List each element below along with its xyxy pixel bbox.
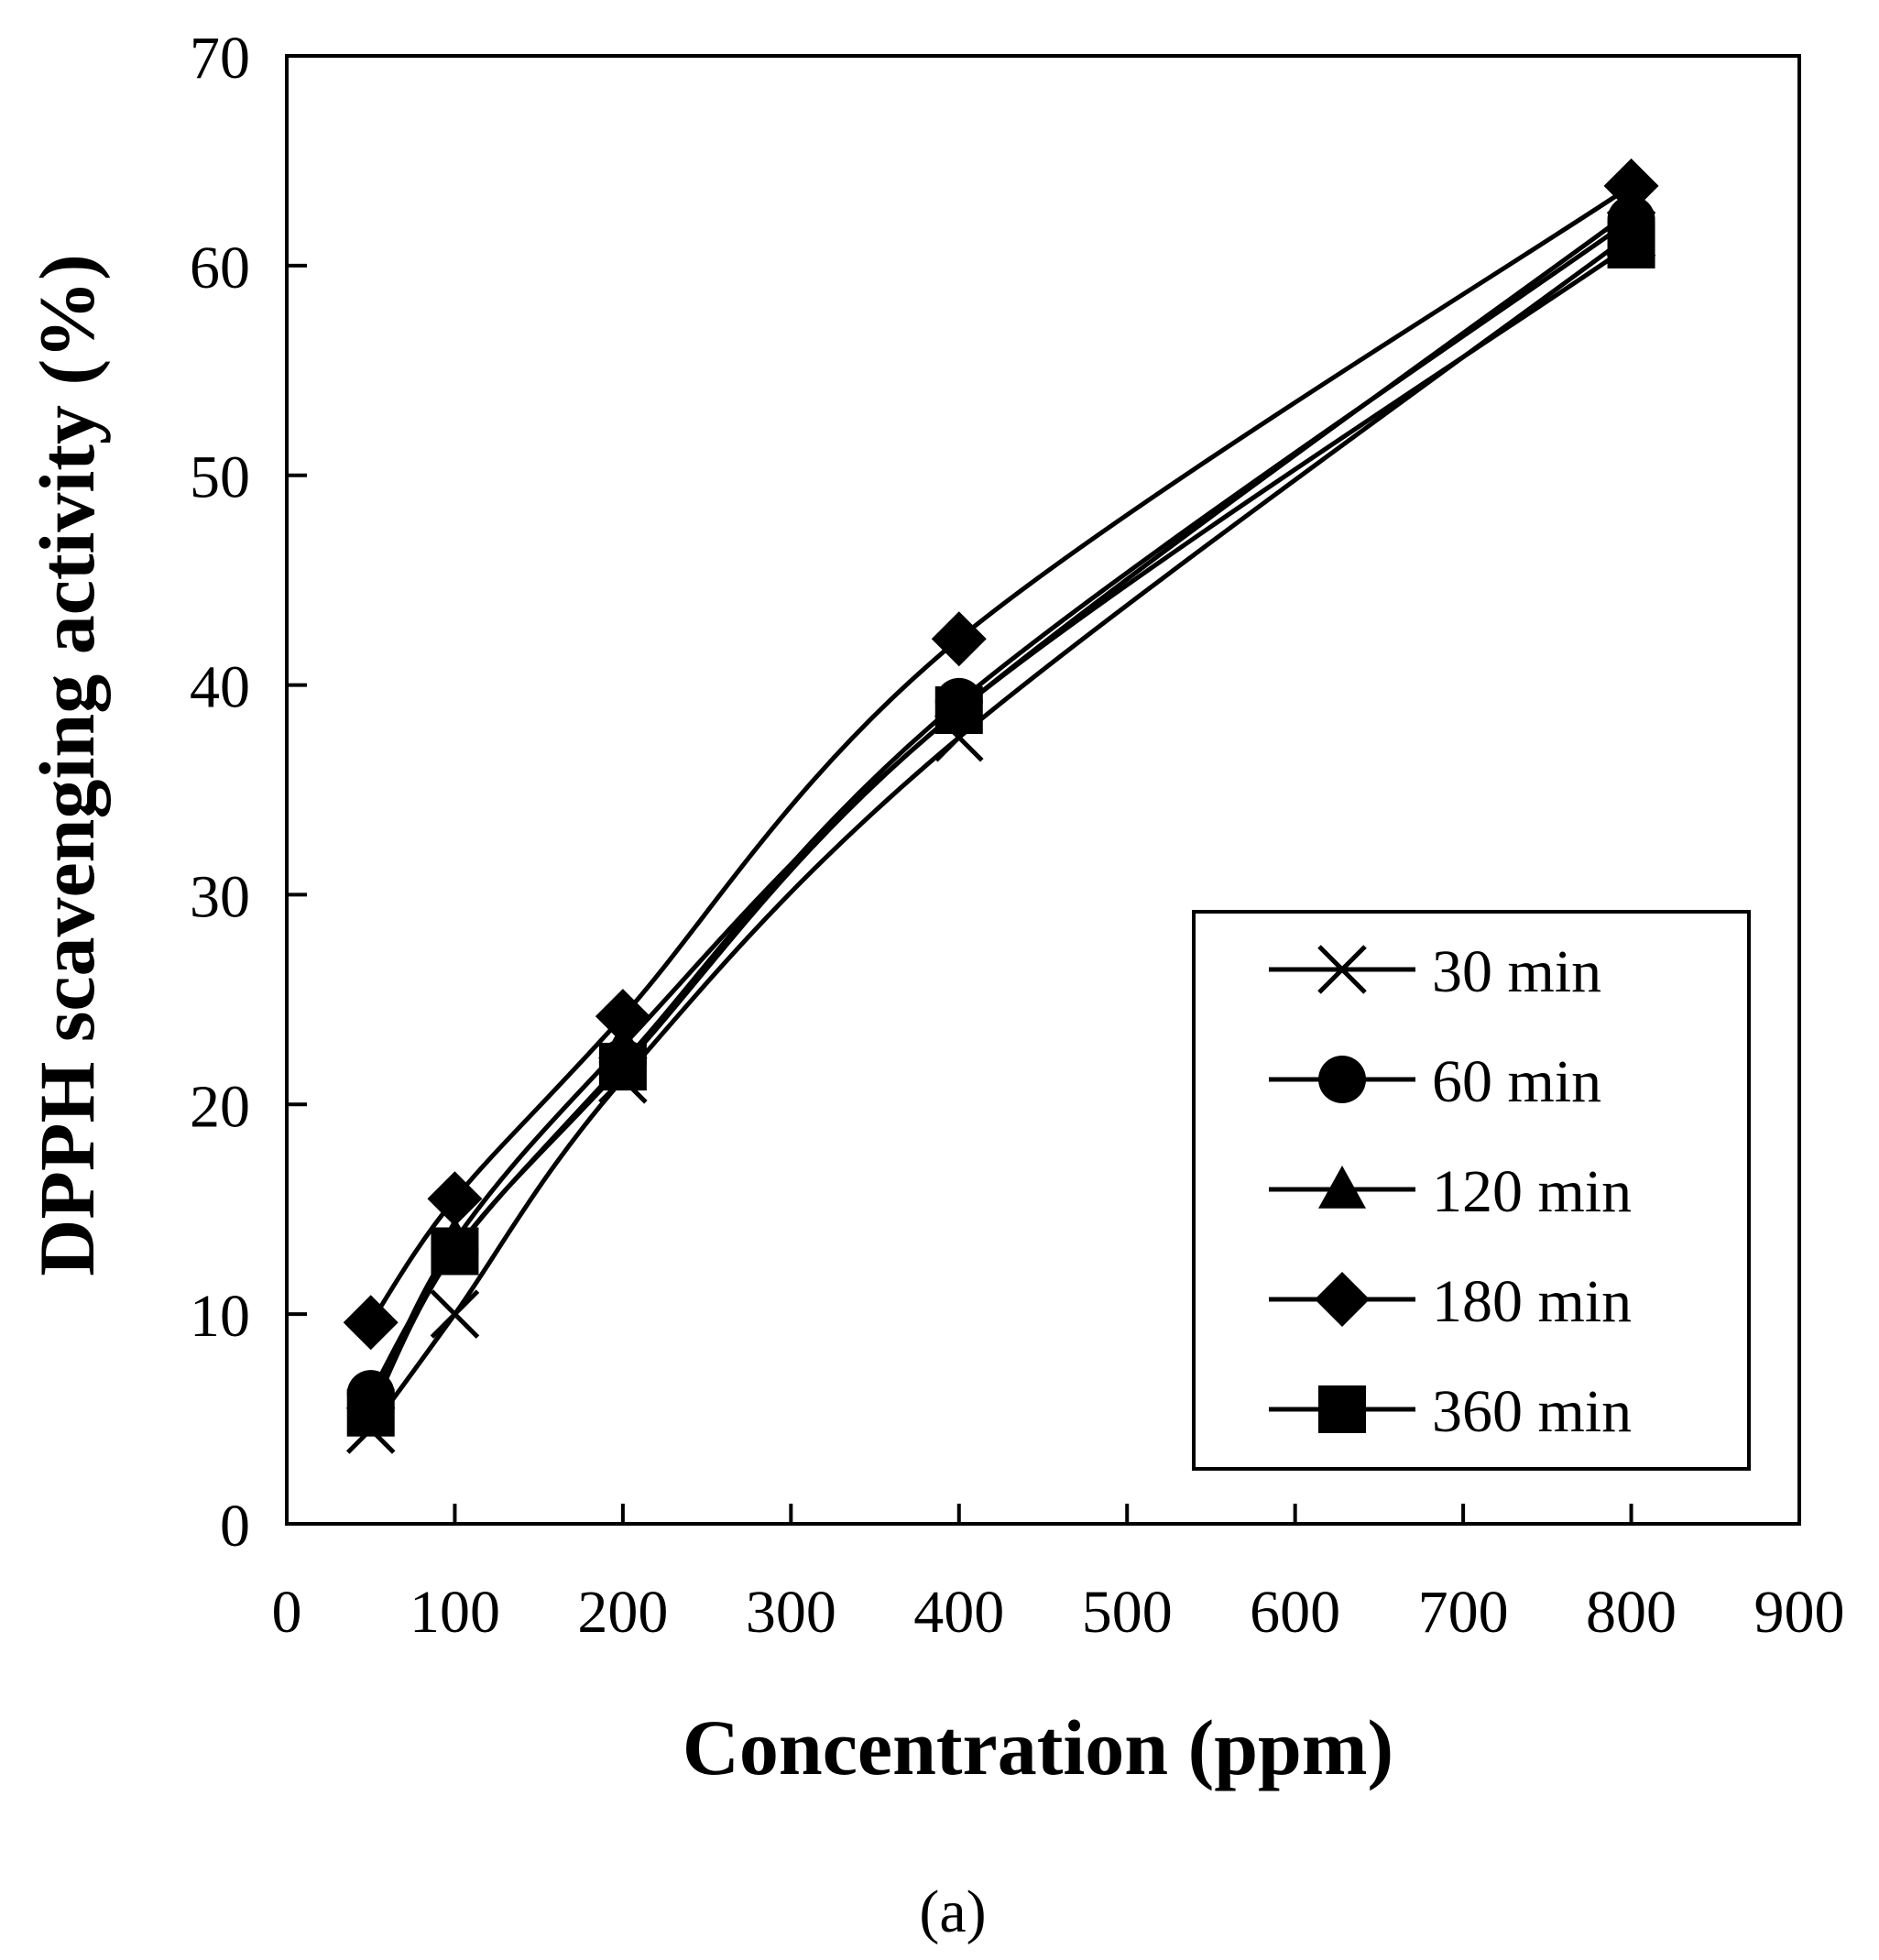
point-180-min-200 xyxy=(595,989,650,1045)
legend-label-60-min: 60 min xyxy=(1432,1048,1601,1115)
legend-marker-360-min xyxy=(1318,1385,1366,1433)
x-tick-label-1: 100 xyxy=(410,1579,500,1646)
point-180-min-800 xyxy=(1603,158,1659,214)
y-tick-label-0: 0 xyxy=(220,1493,250,1560)
ticks: 0 100 200 300 400 500 600 700 800 900 0 10 20 30 40 50 6… xyxy=(190,25,1845,1646)
x-tick-label-5: 500 xyxy=(1082,1579,1173,1646)
point-360-min-800 xyxy=(1607,220,1655,268)
legend-marker-180-min xyxy=(1315,1272,1370,1327)
x-tick-label-2: 200 xyxy=(577,1579,668,1646)
legend-label-30-min: 30 min xyxy=(1432,938,1601,1005)
series-group xyxy=(343,158,1659,1454)
series-360-min xyxy=(346,220,1655,1437)
y-tick-label-3: 30 xyxy=(190,863,250,930)
legend-label-360-min: 360 min xyxy=(1432,1378,1632,1445)
y-tick-label-2: 20 xyxy=(190,1073,250,1140)
panel-label: (a) xyxy=(919,1878,986,1945)
legend-label-180-min: 180 min xyxy=(1432,1268,1632,1335)
point-30-min-100 xyxy=(430,1289,480,1339)
point-360-min-200 xyxy=(598,1043,647,1091)
y-tick-label-6: 60 xyxy=(190,235,250,301)
point-180-min-100 xyxy=(427,1171,483,1227)
legend-marker-120-min xyxy=(1318,1166,1366,1209)
series-180-min xyxy=(343,158,1659,1351)
x-tick-label-3: 300 xyxy=(746,1579,836,1646)
x-tick-label-9: 900 xyxy=(1754,1579,1845,1646)
x-tick-label-8: 800 xyxy=(1586,1579,1677,1646)
y-tick-label-4: 40 xyxy=(190,654,250,721)
plot-frame xyxy=(285,54,1801,1526)
x-tick-label-6: 600 xyxy=(1250,1579,1340,1646)
y-tick-label-1: 10 xyxy=(190,1283,250,1350)
legend: 30 min 60 min 120 min 180 min 360 min xyxy=(1192,910,1751,1471)
x-tick-label-4: 400 xyxy=(913,1579,1004,1646)
point-360-min-100 xyxy=(431,1227,479,1276)
y-tick-label-7: 70 xyxy=(190,25,250,92)
x-tick-label-0: 0 xyxy=(272,1579,302,1646)
axes xyxy=(285,54,1801,1526)
legend-marker-30-min xyxy=(1317,945,1367,994)
y-tick-label-5: 50 xyxy=(190,444,250,511)
x-tick-label-7: 700 xyxy=(1418,1579,1509,1646)
point-180-min-50 xyxy=(343,1295,399,1351)
point-180-min-400 xyxy=(931,611,987,667)
legend-label-120-min: 120 min xyxy=(1432,1158,1632,1225)
legend-marker-60-min xyxy=(1318,1056,1366,1103)
y-axis-title: DPPH scavenging activity (%) xyxy=(23,254,111,1276)
point-360-min-50 xyxy=(346,1388,395,1437)
x-axis-title: Concentration (ppm) xyxy=(683,1703,1393,1791)
point-360-min-400 xyxy=(934,686,983,735)
